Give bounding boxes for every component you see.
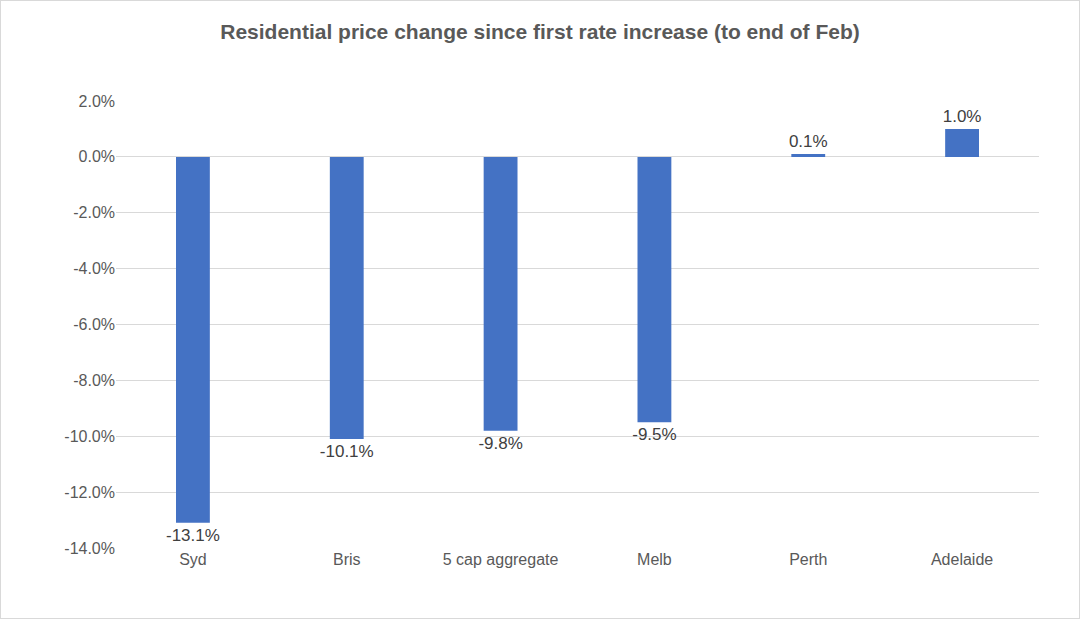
svg-text:1.0%: 1.0% bbox=[943, 107, 982, 126]
svg-text:-8.0%: -8.0% bbox=[73, 372, 115, 389]
svg-text:-2.0%: -2.0% bbox=[73, 204, 115, 221]
svg-text:-4.0%: -4.0% bbox=[73, 260, 115, 277]
svg-text:-6.0%: -6.0% bbox=[73, 316, 115, 333]
svg-text:Perth: Perth bbox=[789, 551, 827, 568]
svg-text:-9.5%: -9.5% bbox=[632, 425, 676, 444]
svg-text:Adelaide: Adelaide bbox=[931, 551, 993, 568]
svg-text:-12.0%: -12.0% bbox=[64, 484, 115, 501]
svg-text:Residential price change since: Residential price change since first rat… bbox=[220, 20, 860, 43]
svg-text:Melb: Melb bbox=[637, 551, 672, 568]
svg-text:0.0%: 0.0% bbox=[79, 148, 115, 165]
svg-text:2.0%: 2.0% bbox=[79, 93, 115, 110]
svg-text:0.1%: 0.1% bbox=[789, 132, 828, 151]
svg-text:Bris: Bris bbox=[333, 551, 361, 568]
svg-text:Syd: Syd bbox=[179, 551, 207, 568]
svg-text:-10.0%: -10.0% bbox=[64, 428, 115, 445]
svg-text:-13.1%: -13.1% bbox=[166, 526, 220, 545]
svg-text:-10.1%: -10.1% bbox=[320, 442, 374, 461]
svg-text:5 cap aggregate: 5 cap aggregate bbox=[443, 551, 559, 568]
svg-text:-14.0%: -14.0% bbox=[64, 540, 115, 557]
svg-text:-9.8%: -9.8% bbox=[478, 434, 522, 453]
